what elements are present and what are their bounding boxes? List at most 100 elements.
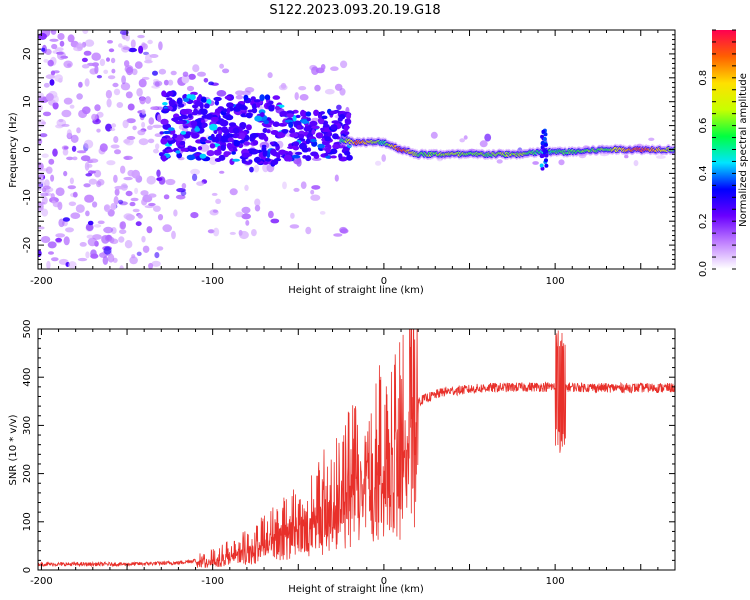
heatmap-blob: [57, 51, 66, 61]
heatmap-blob: [325, 147, 331, 154]
heatmap-blob: [175, 116, 184, 120]
heatmap-blob: [61, 109, 72, 118]
heatmap-blob: [137, 34, 145, 39]
heatmap-blob: [233, 140, 240, 147]
heatmap-blob: [232, 127, 240, 134]
heatmap-blob: [227, 137, 234, 142]
heatmap-blob: [43, 82, 50, 88]
heatmap-blob: [58, 218, 65, 228]
heatmap-blob: [124, 60, 130, 68]
heatmap-marks: [38, 30, 675, 269]
heatmap-blob: [253, 164, 260, 173]
bottom-y-axis-label: SNR (10 * v/v): [8, 414, 19, 485]
heatmap-blob: [226, 107, 231, 114]
heatmap-blob: [85, 210, 90, 217]
heatmap-blob: [52, 148, 58, 157]
heatmap-blob: [310, 194, 321, 201]
heatmap-blob: [148, 262, 154, 269]
heatmap-blob: [656, 155, 666, 159]
heatmap-blob: [135, 221, 142, 227]
heatmap-blob: [130, 39, 136, 48]
heatmap-blob: [220, 135, 228, 143]
heatmap-blob: [200, 137, 206, 143]
heatmap-blob: [57, 201, 63, 211]
heatmap-blob: [89, 68, 98, 75]
heatmap-blob: [119, 229, 127, 235]
heatmap-blob: [188, 73, 196, 80]
y-tick-label: 0: [22, 146, 33, 152]
heatmap-blob: [219, 170, 225, 174]
heatmap-blob: [330, 124, 338, 131]
heatmap-blob: [129, 256, 138, 265]
heatmap-blob: [160, 118, 169, 125]
heatmap-blob: [141, 235, 146, 243]
heatmap-blob: [103, 69, 109, 75]
heatmap-blob: [116, 102, 124, 108]
heatmap-blob: [38, 118, 46, 128]
heatmap-blob: [114, 188, 120, 196]
heatmap-blob: [72, 191, 78, 198]
heatmap-blob: [69, 177, 74, 185]
heatmap-blob: [163, 194, 170, 200]
heatmap-blob: [68, 201, 77, 207]
heatmap-blob: [125, 190, 133, 197]
heatmap-blob: [212, 209, 218, 213]
heatmap-blob: [113, 196, 119, 205]
heatmap-blob: [84, 139, 94, 149]
heatmap-blob: [71, 145, 77, 152]
y-tick-label: 400: [22, 368, 33, 387]
heatmap-blob: [270, 218, 280, 224]
heatmap-blob: [171, 230, 176, 240]
heatmap-blob: [541, 129, 546, 134]
heatmap-blob: [336, 104, 342, 111]
heatmap-blob: [320, 64, 326, 71]
y-tick-label: 100: [22, 512, 33, 531]
heatmap-blob: [263, 120, 270, 125]
heatmap-blob: [334, 174, 339, 182]
heatmap-blob: [41, 153, 49, 158]
heatmap-blob: [251, 107, 258, 114]
heatmap-blob: [147, 125, 153, 130]
heatmap-blob: [125, 91, 133, 99]
heatmap-blob: [256, 102, 261, 108]
heatmap-blob: [305, 111, 312, 117]
heatmap-blob: [129, 201, 136, 207]
heatmap-blob: [264, 124, 272, 128]
heatmap-blob: [245, 124, 252, 131]
heatmap-blob: [108, 48, 115, 53]
heatmap-blob: [199, 143, 210, 152]
heatmap-blob: [544, 158, 548, 163]
heatmap-blob: [268, 210, 274, 219]
heatmap-blob: [300, 181, 307, 189]
heatmap-blob: [111, 68, 116, 74]
snr-panel: -200 -100 0 100 0 100 200 300 400 500 Height of …: [8, 319, 676, 595]
heatmap-blob: [48, 251, 54, 255]
heatmap-blob: [191, 132, 199, 139]
heatmap-blob: [214, 100, 219, 106]
heatmap-blob: [99, 143, 108, 152]
heatmap-blob: [245, 220, 250, 226]
heatmap-blob: [97, 220, 105, 225]
heatmap-blob: [180, 147, 189, 152]
heatmap-blob: [241, 206, 251, 214]
heatmap-blob: [144, 59, 153, 64]
heatmap-blob: [148, 117, 155, 125]
heatmap-blob: [87, 159, 94, 164]
heatmap-blob: [196, 181, 205, 187]
heatmap-blob: [78, 81, 83, 88]
heatmap-blob: [321, 115, 328, 120]
heatmap-blob: [298, 133, 305, 139]
heatmap-blob: [330, 155, 337, 159]
heatmap-blob: [154, 133, 163, 138]
heatmap-blob: [105, 89, 112, 99]
heatmap-blob: [270, 148, 277, 156]
snr-series-line: [38, 329, 675, 568]
heatmap-blob: [272, 121, 280, 127]
heatmap-blob: [141, 121, 146, 128]
heatmap-blob: [66, 129, 72, 139]
heatmap-blob: [119, 30, 129, 35]
heatmap-blob: [62, 217, 70, 222]
heatmap-blob: [41, 187, 47, 193]
heatmap-blob: [128, 47, 138, 53]
heatmap-blob: [61, 123, 70, 127]
